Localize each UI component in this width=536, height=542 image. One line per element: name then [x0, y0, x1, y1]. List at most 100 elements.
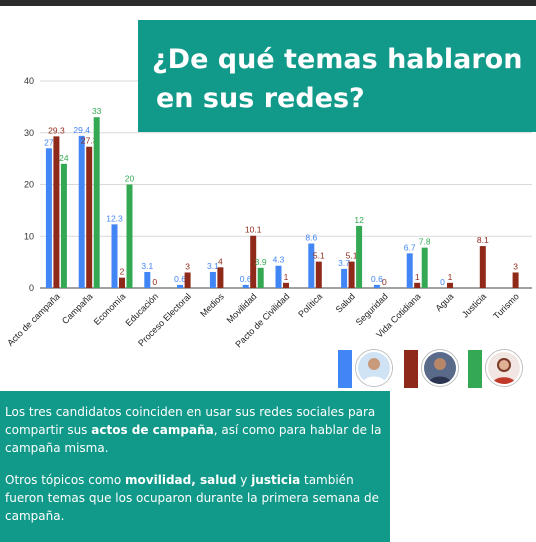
data-label: 1: [284, 272, 289, 282]
bar: [177, 284, 184, 288]
data-label: 8.1: [477, 235, 489, 245]
data-label: 1: [415, 272, 420, 282]
x-tick-label: Economía: [92, 291, 128, 327]
summary-paragraph-2: Otros tópicos como movilidad, salud y ju…: [5, 471, 382, 525]
data-label: 0: [152, 277, 157, 287]
data-label: 10.1: [245, 225, 262, 235]
data-label: 27: [44, 137, 54, 147]
x-tick-label: Justicia: [460, 291, 488, 319]
bar: [111, 224, 118, 288]
person-icon: [424, 352, 456, 384]
bar: [93, 117, 100, 288]
data-label: 8.6: [305, 232, 317, 242]
bar: [348, 261, 355, 288]
x-tick-label: Medios: [198, 291, 226, 319]
bar: [78, 135, 85, 288]
data-label: 4.3: [273, 255, 285, 265]
bar: [512, 272, 519, 288]
data-label: 33: [92, 106, 102, 116]
title-box: ¿De qué temas hablaron en sus redes?: [138, 20, 536, 132]
bar: [217, 267, 224, 288]
bar: [144, 271, 151, 288]
data-label: 3.1: [141, 261, 153, 271]
data-label: 3: [513, 261, 518, 271]
x-tick-label: Turismo: [491, 291, 521, 321]
candidate-legend: [338, 348, 528, 390]
bar: [373, 284, 380, 288]
data-label: 3.1: [207, 261, 219, 271]
top-bar: [0, 0, 536, 6]
x-tick-label: Campaña: [60, 291, 95, 326]
bar: [242, 284, 249, 288]
y-tick-label: 30: [24, 128, 34, 138]
bar: [315, 261, 322, 288]
text-segment: Los tres candidatos coinciden en usar su…: [5, 405, 376, 437]
summary-paragraph-1: Los tres candidatos coinciden en usar su…: [5, 403, 382, 457]
person-icon: [488, 352, 520, 384]
x-tick-label: Agua: [433, 291, 455, 313]
x-tick-label: Política: [296, 291, 324, 319]
title-line-2: en sus redes?: [156, 83, 365, 114]
y-tick-label: 20: [24, 180, 34, 190]
data-label: 7.8: [419, 237, 431, 247]
data-label: 4: [218, 256, 223, 266]
bar: [406, 253, 413, 288]
data-label: 0.6: [240, 274, 252, 284]
candidate-avatar-2: [422, 350, 458, 386]
y-tick-label: 0: [29, 283, 34, 293]
x-tick-label: Acto de campaña: [5, 291, 62, 348]
data-label: 2: [120, 267, 125, 277]
bar: [479, 246, 486, 288]
data-label: 29.4: [73, 125, 90, 135]
text-segment: , así como para hablar de la campaña mis…: [5, 423, 382, 455]
text-highlight: actos de campaña: [91, 423, 214, 437]
data-label: 12: [354, 215, 364, 225]
bar: [184, 272, 191, 288]
bar: [275, 265, 282, 288]
summary-text: Los tres candidatos coinciden en usar su…: [0, 391, 390, 542]
candidate-avatar-3: [486, 350, 522, 386]
bar: [283, 282, 289, 288]
bar: [60, 163, 67, 288]
data-label: 5.1: [313, 251, 325, 261]
x-tick-label: Salud: [334, 291, 357, 314]
data-label: 0.6: [174, 274, 186, 284]
bar: [250, 235, 257, 288]
bar: [45, 148, 52, 288]
y-tick-label: 10: [24, 231, 34, 241]
data-label: 6.7: [404, 242, 416, 252]
y-tick-label: 40: [24, 76, 34, 86]
bar: [119, 277, 125, 288]
title-line-1: ¿De qué temas hablaron: [152, 44, 523, 75]
bar: [356, 225, 363, 288]
data-label: 3.9: [255, 257, 267, 267]
person-icon: [358, 352, 390, 384]
data-label: 5.1: [346, 251, 358, 261]
data-label: 12.3: [106, 213, 123, 223]
bar: [126, 184, 133, 288]
data-label: 0.6: [371, 274, 383, 284]
bar: [53, 136, 60, 288]
data-label: 3.7: [338, 258, 350, 268]
bar: [209, 271, 216, 288]
text-segment: y: [236, 473, 252, 487]
candidate-avatar-1: [356, 350, 392, 386]
data-label: 20: [125, 174, 135, 184]
legend-swatch-blue: [338, 350, 352, 388]
data-label: 3: [185, 261, 190, 271]
data-label: 27.3: [81, 136, 98, 146]
bar: [414, 282, 421, 288]
data-label: 0: [440, 277, 445, 287]
text-segment: Otros tópicos como: [5, 473, 126, 487]
text-highlight: movilidad, salud: [125, 473, 237, 487]
bar: [421, 247, 428, 288]
text-highlight: justicia: [251, 473, 301, 487]
bar: [341, 268, 348, 288]
data-label: 0: [382, 277, 387, 287]
data-label: 24: [59, 153, 69, 163]
legend-swatch-green: [468, 350, 482, 388]
x-tick-label: Movilidad: [225, 291, 259, 325]
bar: [447, 282, 453, 288]
data-label: 29.3: [48, 125, 65, 135]
bar: [308, 243, 315, 288]
